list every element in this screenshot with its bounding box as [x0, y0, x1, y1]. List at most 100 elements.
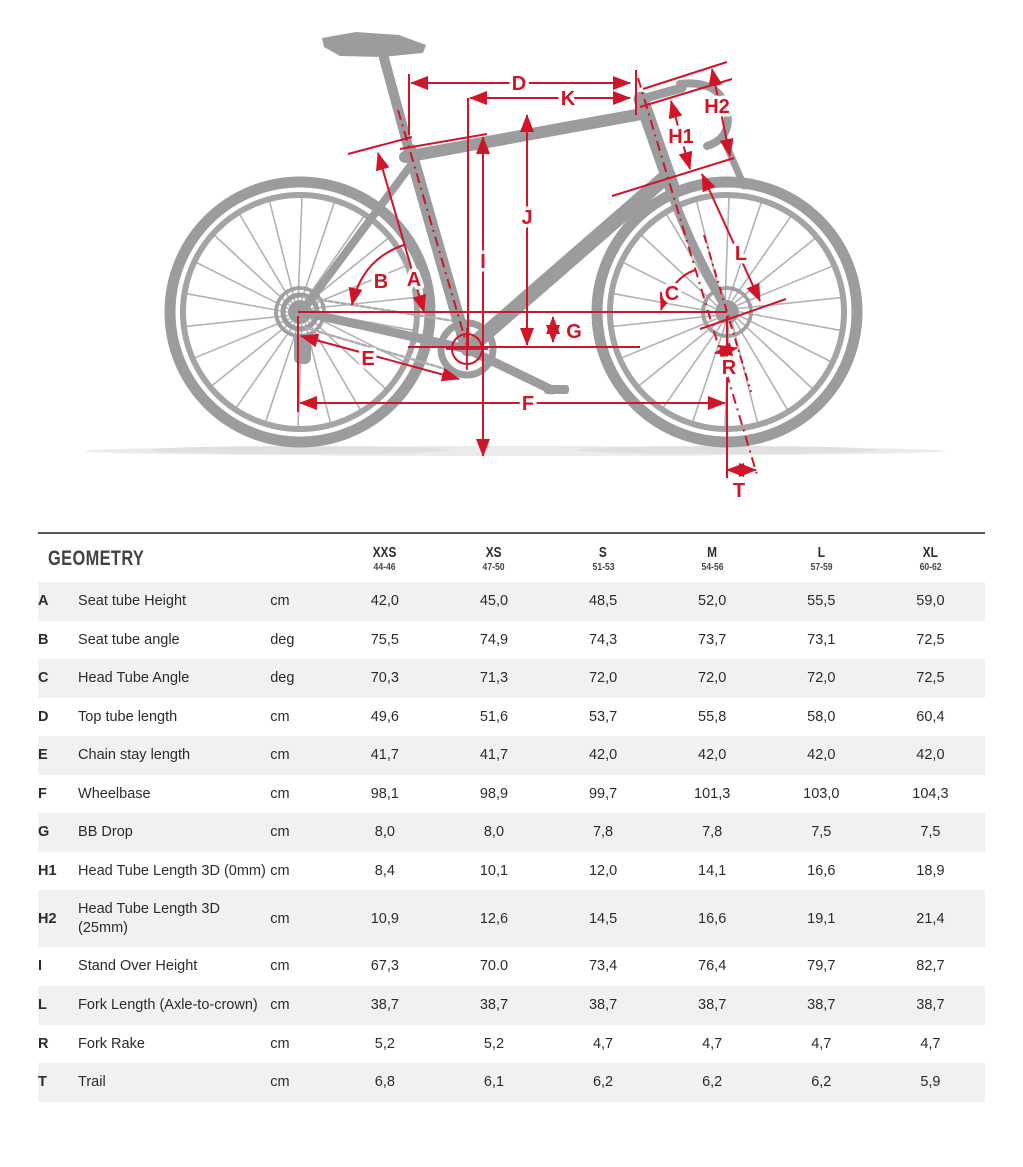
- table-row-h2: H2 Head Tube Length 3D (25mm) cm 10,9 12,6 14…: [38, 890, 985, 948]
- cell-value: 38,7: [588, 997, 618, 1014]
- dim-tick-headtube-bottom: [611, 157, 735, 197]
- spoke: [738, 296, 841, 310]
- table-row-d: D Top tube length cm 49,6 51,6 53,7 55,8 58,0 60…: [38, 697, 985, 737]
- saddle: [322, 32, 426, 57]
- cell-value: 10,1: [479, 862, 509, 879]
- spoke: [613, 314, 716, 328]
- cell-value: 7,8: [702, 824, 723, 841]
- row-letter: A: [38, 593, 49, 609]
- row-unit: cm: [270, 910, 290, 927]
- cell-value: 49,6: [370, 708, 399, 725]
- dim-line-L: [701, 173, 761, 302]
- cell-value: 55,5: [807, 593, 836, 609]
- row-letter: E: [38, 747, 48, 764]
- dim-label-C: C: [665, 283, 679, 305]
- cell-value: 73,1: [807, 631, 836, 648]
- row-letter: I: [38, 958, 43, 975]
- cell-value: 14,5: [588, 910, 618, 927]
- spoke: [194, 318, 290, 359]
- cell-value: 41,7: [479, 747, 509, 764]
- dim-label-A: A: [407, 269, 421, 291]
- dim-label-K: K: [561, 88, 576, 110]
- spoke: [724, 197, 730, 300]
- spoke: [737, 318, 813, 389]
- geometry-table: GEOMETRY XXS 44-46 XS 47-50 S 51-53 M 54-56 L 57-…: [38, 532, 985, 1102]
- spoke: [301, 202, 335, 300]
- table-row-r: R Fork Rake cm 5,2 5,2 4,7 4,7 4,7 4,7: [38, 1024, 985, 1064]
- cell-value: 38,7: [370, 997, 399, 1014]
- size-column-header-m: M 54-56: [658, 533, 767, 582]
- size-range: 47-50: [482, 561, 505, 573]
- cell-value: 53,7: [588, 708, 618, 725]
- cell-value: 6,2: [702, 1074, 723, 1091]
- table-row-e: E Chain stay length cm 41,7 41,7 42,0 42,0 42,0…: [38, 736, 985, 775]
- row-name: Head Tube Length 3D (25mm): [78, 901, 220, 936]
- cell-value: 18,9: [916, 862, 945, 879]
- size-label: M: [707, 545, 718, 561]
- dim-tick-seat-top: [347, 136, 413, 155]
- table-header-row: GEOMETRY XXS 44-46 XS 47-50 S 51-53 M 54-56 L 57-…: [38, 533, 985, 582]
- row-name: Head Tube Length 3D (0mm): [78, 862, 266, 879]
- row-name: Head Tube Angle: [78, 670, 190, 687]
- row-name: Fork Length (Axle-to-crown): [78, 997, 258, 1014]
- row-name: Top tube length: [78, 708, 178, 725]
- row-unit: cm: [270, 997, 290, 1014]
- spoke: [297, 197, 303, 300]
- table-row-a: A Seat tube Height cm 42,0 45,0 48,5 52,0 55,5 5…: [38, 582, 985, 621]
- cell-value: 38,7: [479, 997, 509, 1014]
- cell-value: 21,4: [916, 910, 945, 927]
- table-row-f: F Wheelbase cm 98,1 98,9 99,7 101,3 103,0 104,3: [38, 774, 985, 814]
- dim-arc-C: [659, 269, 696, 311]
- cell-value: 79,7: [807, 958, 836, 975]
- size-column-header-xxs: XXS 44-46: [330, 533, 439, 582]
- row-name: Wheelbase: [78, 785, 151, 802]
- row-letter: L: [38, 997, 47, 1014]
- cell-value: 4,7: [702, 1035, 723, 1052]
- dim-label-D: D: [512, 73, 526, 95]
- cell-value: 70,3: [370, 670, 399, 687]
- dim-tick-axle-L: [699, 298, 787, 330]
- size-label: L: [817, 545, 825, 561]
- row-name: Chain stay length: [78, 747, 191, 764]
- cell-value: 60,4: [916, 708, 945, 725]
- pedal: [544, 385, 569, 394]
- size-label: S: [599, 545, 608, 561]
- spoke: [239, 214, 293, 303]
- cell-value: 8,0: [374, 824, 395, 841]
- dim-label-L: L: [735, 243, 747, 265]
- cell-value: 72,0: [698, 670, 727, 687]
- spoke: [738, 314, 831, 362]
- table-title: GEOMETRY: [48, 546, 145, 570]
- cell-value: 38,7: [807, 997, 836, 1014]
- size-range: 51-53: [592, 561, 615, 573]
- row-name: BB Drop: [78, 824, 133, 841]
- geometry-table-section: GEOMETRY XXS 44-46 XS 47-50 S 51-53 M 54-56 L 57-…: [38, 532, 985, 1102]
- dim-line-H1: [668, 100, 693, 170]
- dimension-labels: D K H2 H1 J I L B A C G E R F T: [358, 70, 751, 506]
- cell-value: 10,9: [370, 910, 399, 927]
- ground-shadow: [85, 446, 945, 456]
- dim-label-T: T: [733, 480, 745, 502]
- cell-value: 42,0: [588, 747, 618, 764]
- cell-value: 48,5: [588, 593, 618, 609]
- spoke: [662, 323, 723, 408]
- dim-label-H1: H1: [668, 126, 694, 148]
- cell-value: 4,7: [920, 1035, 941, 1052]
- cell-value: 12,0: [588, 862, 618, 879]
- row-name: Fork Rake: [78, 1035, 145, 1052]
- row-letter: F: [38, 785, 47, 802]
- size-label: XL: [922, 545, 939, 561]
- cell-value: 98,9: [479, 785, 509, 802]
- row-unit: cm: [270, 1074, 290, 1091]
- cell-value: 103,0: [803, 785, 840, 802]
- row-letter: T: [38, 1074, 47, 1091]
- cell-value: 6,8: [374, 1074, 395, 1091]
- row-letter: D: [38, 708, 49, 725]
- table-row-l: L Fork Length (Axle-to-crown) cm 38,7 38,7 38…: [38, 986, 985, 1025]
- row-unit: deg: [270, 670, 295, 687]
- dim-label-R: R: [722, 357, 737, 379]
- cell-value: 51,6: [479, 708, 509, 725]
- spoke: [638, 321, 720, 386]
- row-unit: cm: [270, 958, 290, 975]
